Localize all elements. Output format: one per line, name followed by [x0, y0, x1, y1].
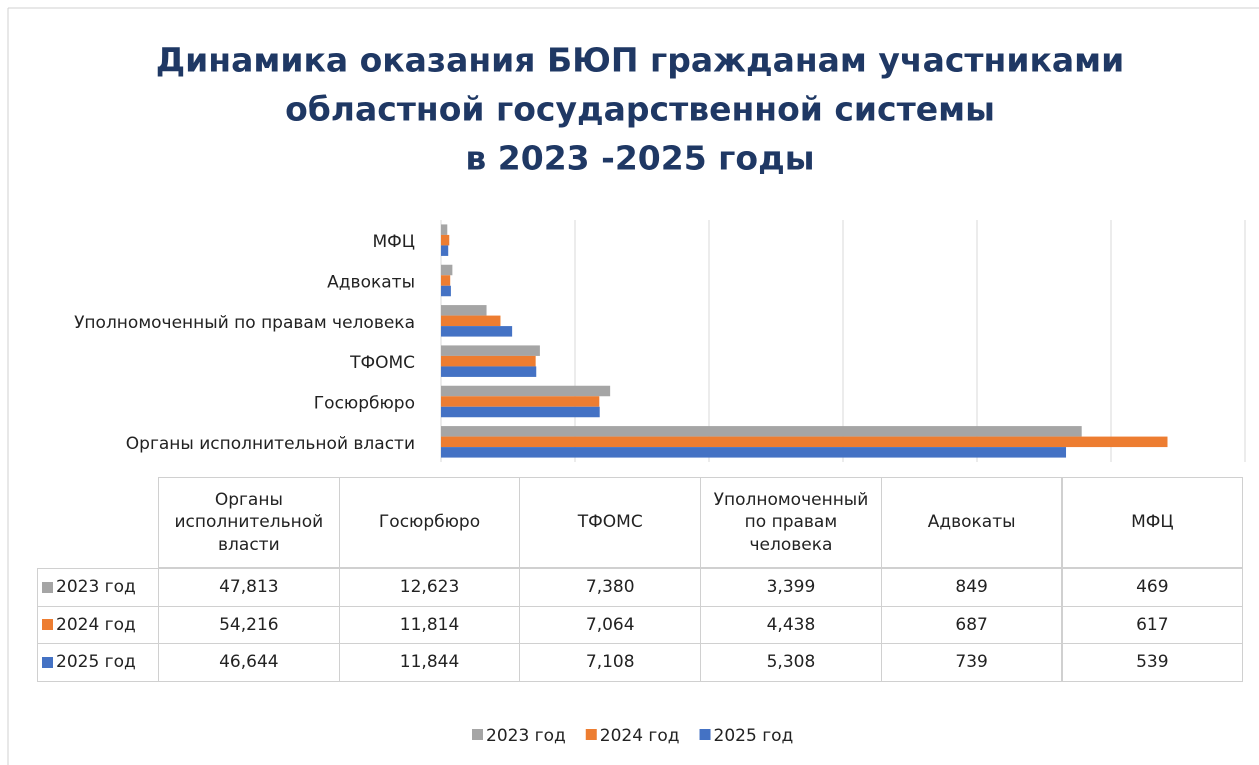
table-row-label: 2025 год — [37, 643, 159, 682]
bar — [441, 447, 1067, 458]
cell-text: ТФОМС — [577, 512, 643, 533]
cell-text: 849 — [955, 577, 988, 598]
cell-text: 3,399 — [766, 577, 816, 598]
cell-text: 47,813 — [219, 577, 279, 598]
cell-text: 7,108 — [585, 652, 635, 673]
cell-text: 617 — [1136, 614, 1169, 635]
y-tick-label: МФЦ — [373, 232, 416, 252]
legend-swatch — [42, 619, 53, 631]
legend-label: 2023 год — [486, 726, 566, 746]
bar — [441, 385, 611, 397]
legend-label: 2025 год — [714, 726, 794, 746]
bar — [441, 315, 501, 327]
bar — [441, 355, 536, 367]
table-header: МФЦ — [1061, 477, 1244, 568]
bar — [441, 275, 451, 286]
table-cell: 54,216 — [158, 605, 340, 644]
cell-text: 2025 год — [56, 652, 136, 673]
y-tick-label: Органы исполнительной власти — [126, 434, 415, 454]
bar — [441, 234, 450, 246]
table-cell: 46,644 — [158, 643, 340, 682]
y-tick-label: Уполномоченный по правам человека — [74, 313, 415, 333]
legend-swatch — [699, 729, 711, 740]
table-cell: 687 — [880, 605, 1063, 644]
cell-text: 46,644 — [219, 652, 279, 673]
cell-text: МФЦ — [1131, 512, 1174, 533]
table-cell: 3,399 — [700, 568, 882, 607]
legend-label: 2024 год — [600, 726, 680, 746]
cell-text: 539 — [1136, 652, 1169, 673]
cell-text: Органы исполнительной власти — [174, 490, 324, 555]
cell-text: 739 — [955, 652, 988, 673]
table-cell: 11,844 — [338, 643, 521, 682]
cell-text: 11,844 — [399, 652, 460, 673]
table-header: Госюрбюро — [338, 477, 521, 568]
cell-text: 469 — [1136, 577, 1169, 598]
bar — [441, 245, 449, 256]
cell-text: 12,623 — [399, 577, 460, 598]
legend-swatch — [42, 656, 53, 668]
bar — [441, 406, 600, 418]
table-header: Органы исполнительной власти — [158, 477, 340, 568]
table-cell: 11,814 — [338, 605, 521, 644]
table-row-label: 2023 год — [37, 568, 159, 607]
table-cell: 849 — [880, 568, 1063, 607]
chart-title: областной государственной системы — [285, 90, 995, 129]
y-tick-label: Госюрбюро — [314, 394, 415, 414]
chart-title: в 2023 -2025 годы — [465, 139, 814, 178]
cell-text: 7,380 — [585, 577, 635, 598]
cell-text: Адвокаты — [927, 512, 1016, 533]
chart-title: Динамика оказания БЮП гражданам участник… — [156, 41, 1124, 80]
table-cell: 4,438 — [700, 605, 882, 644]
table-cell: 469 — [1061, 568, 1244, 607]
table-cell: 539 — [1061, 643, 1244, 682]
table-cell: 739 — [880, 643, 1063, 682]
table-header: Уполномоченный по правам человека — [700, 477, 882, 568]
legend-swatch — [42, 581, 53, 593]
bar — [441, 345, 540, 356]
bar — [441, 224, 448, 235]
bar — [441, 305, 487, 316]
table-header: ТФОМС — [519, 477, 702, 568]
bar — [441, 396, 600, 407]
cell-text: 4,438 — [766, 614, 816, 635]
cell-text: 2024 год — [56, 614, 136, 635]
table-cell: 7,064 — [519, 605, 702, 644]
table-cell: 617 — [1061, 605, 1244, 644]
bar — [441, 436, 1168, 448]
table-cell: 5,308 — [700, 643, 882, 682]
table-row-label: 2024 год — [37, 605, 159, 644]
bar — [441, 264, 453, 276]
y-tick-label: Адвокаты — [327, 273, 415, 293]
cell-text: Госюрбюро — [378, 512, 481, 533]
y-tick-label: ТФОМС — [349, 353, 415, 373]
cell-text: 2023 год — [56, 577, 136, 598]
cell-text: Уполномоченный по правам человека — [713, 490, 869, 555]
cell-text: 7,064 — [585, 614, 635, 635]
bar — [441, 366, 537, 377]
table-cell: 7,380 — [519, 568, 702, 607]
legend-swatch — [585, 729, 597, 740]
bar — [441, 326, 513, 337]
cell-text: 687 — [955, 614, 988, 635]
table-cell: 12,623 — [338, 568, 521, 607]
table-cell: 7,108 — [519, 643, 702, 682]
bar — [441, 426, 1082, 437]
cell-text: 11,814 — [399, 614, 460, 635]
bar — [441, 285, 451, 297]
cell-text: 54,216 — [219, 614, 279, 635]
legend-swatch — [472, 729, 483, 740]
cell-text: 5,308 — [766, 652, 816, 673]
table-header: Адвокаты — [880, 477, 1063, 568]
table-cell: 47,813 — [158, 568, 340, 607]
